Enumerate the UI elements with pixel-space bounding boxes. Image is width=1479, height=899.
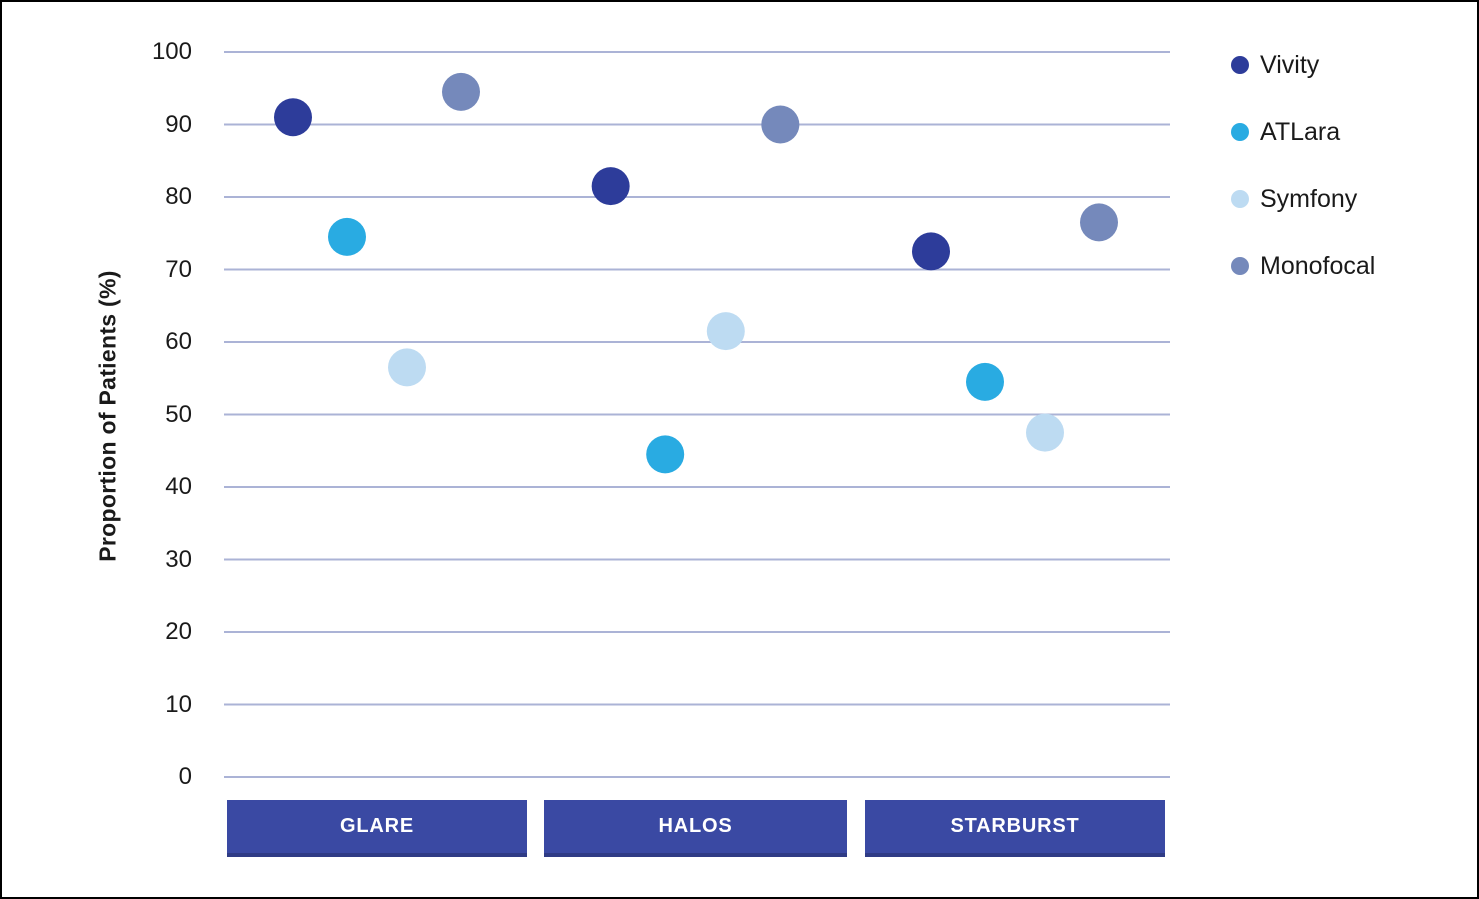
data-point-symfony-glare bbox=[388, 348, 426, 387]
y-tick-label-20: 20 bbox=[165, 618, 192, 645]
category-band-starburst: STARBURST bbox=[865, 800, 1165, 857]
category-band-halos: HALOS bbox=[544, 800, 847, 857]
legend-label-symfony: Symfony bbox=[1260, 184, 1358, 213]
legend: Vivity ATLara Symfony Monofocal bbox=[1231, 48, 1375, 316]
data-point-atlara-glare bbox=[328, 217, 366, 256]
legend-label-monofocal: Monofocal bbox=[1260, 251, 1376, 280]
y-tick-label-40: 40 bbox=[165, 473, 192, 500]
legend-item-symfony: Symfony bbox=[1231, 182, 1375, 216]
data-point-monofocal-halos bbox=[761, 105, 800, 144]
data-point-vivity-halos bbox=[591, 167, 630, 206]
data-point-atlara-starburst bbox=[966, 362, 1004, 401]
y-tick-label-0: 0 bbox=[178, 763, 192, 790]
y-tick-label-90: 90 bbox=[165, 110, 192, 138]
y-tick-label-70: 70 bbox=[165, 255, 192, 283]
legend-label-atlara: ATLara bbox=[1260, 117, 1341, 146]
category-label-halos: HALOS bbox=[658, 815, 733, 837]
data-point-monofocal-glare bbox=[442, 72, 480, 111]
legend-item-monofocal: Monofocal bbox=[1231, 249, 1375, 283]
data-point-monofocal-starburst bbox=[1080, 203, 1118, 242]
legend-item-atlara: ATLara bbox=[1231, 115, 1375, 149]
legend-dot-atlara bbox=[1231, 123, 1249, 141]
y-tick-label-30: 30 bbox=[165, 545, 192, 573]
y-tick-label-80: 80 bbox=[165, 183, 192, 210]
y-tick-label-50: 50 bbox=[165, 400, 192, 428]
legend-dot-monofocal bbox=[1231, 257, 1249, 275]
category-label-starburst: STARBURST bbox=[950, 815, 1080, 837]
legend-dot-vivity bbox=[1231, 56, 1249, 74]
data-point-atlara-halos bbox=[646, 435, 685, 474]
y-tick-label-10: 10 bbox=[165, 690, 192, 718]
y-tick-label-100: 100 bbox=[151, 38, 192, 65]
category-band-glare: GLARE bbox=[227, 800, 527, 857]
data-point-symfony-starburst bbox=[1026, 413, 1064, 452]
data-point-vivity-glare bbox=[274, 98, 312, 137]
legend-dot-symfony bbox=[1231, 190, 1249, 208]
data-point-vivity-starburst bbox=[912, 232, 950, 271]
data-point-symfony-halos bbox=[706, 312, 745, 351]
legend-label-vivity: Vivity bbox=[1260, 50, 1320, 79]
y-tick-label-60: 60 bbox=[165, 328, 192, 355]
legend-item-vivity: Vivity bbox=[1231, 48, 1375, 82]
category-label-glare: GLARE bbox=[340, 815, 414, 837]
